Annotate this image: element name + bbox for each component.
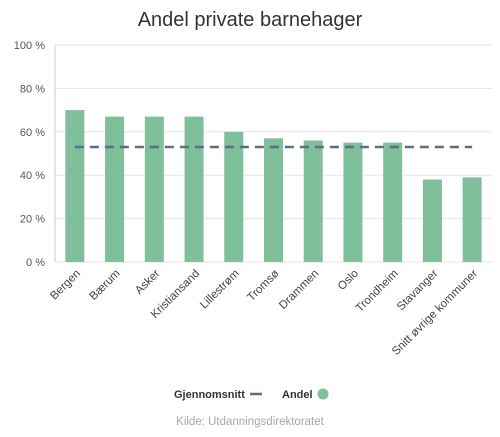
x-tick-label: Lillestrøm <box>198 268 242 312</box>
y-tick-labels: 0 % 20 % 40 % 60 % 80 % 100 % <box>14 40 45 269</box>
bars <box>65 110 482 262</box>
y-tick-label: 40 % <box>20 170 45 182</box>
x-tick-label: Drammen <box>277 268 321 312</box>
legend-label: Gjennomsnitt <box>174 389 245 401</box>
x-tick-label: Bærum <box>88 268 123 303</box>
x-tick-label: Bergen <box>48 268 83 303</box>
y-tick-label: 20 % <box>20 214 45 226</box>
bar <box>224 131 244 262</box>
y-tick-label: 80 % <box>20 83 45 95</box>
bar <box>383 142 403 262</box>
bar <box>303 140 323 262</box>
bar <box>144 116 164 262</box>
y-tick-label: 60 % <box>20 127 45 139</box>
x-tick-label: Tromsø <box>245 268 281 304</box>
y-tick-label: 0 % <box>26 257 45 269</box>
bar <box>343 142 363 262</box>
bar <box>105 116 125 262</box>
x-tick-label: Asker <box>133 268 162 297</box>
legend-label: Andel <box>282 389 313 401</box>
bar <box>184 116 204 262</box>
bar <box>264 138 283 262</box>
legend-circle-swatch <box>317 388 329 400</box>
legend: Gjennomsnitt Andel <box>174 388 329 401</box>
bar <box>65 110 85 262</box>
chart-title: Andel private barnehager <box>138 9 363 31</box>
y-tick-label: 100 % <box>14 40 45 52</box>
x-tick-label: Oslo <box>336 268 361 293</box>
x-tick-label: Trondheim <box>354 268 401 315</box>
source-note: Kilde: Utdanningsdirektoratet <box>176 416 324 428</box>
bar <box>462 177 482 262</box>
bar <box>422 179 442 262</box>
